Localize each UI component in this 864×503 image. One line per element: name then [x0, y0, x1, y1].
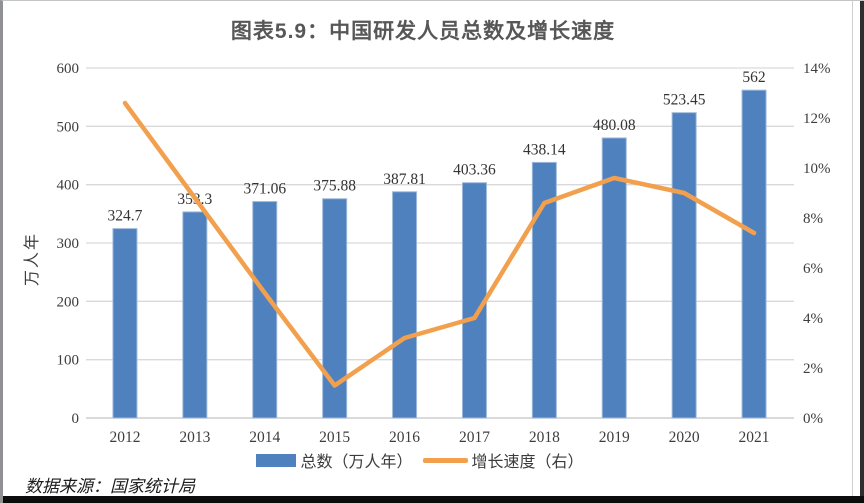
- page-bottom-edge: [3, 496, 864, 503]
- left-axis-tick: 400: [57, 178, 80, 194]
- x-axis-label-2017: 2017: [459, 429, 490, 446]
- bar-2012: [112, 228, 138, 419]
- legend-item-growth: 增长速度（右）: [422, 448, 584, 472]
- bar-2014: [252, 201, 278, 419]
- bar-label-2019: 480.08: [593, 117, 636, 134]
- data-source: 数据来源：国家统计局: [25, 477, 195, 496]
- left-axis-tick: 0: [72, 411, 80, 427]
- left-axis-title: 万人年: [23, 232, 41, 286]
- page-right-edge: [860, 1, 864, 503]
- right-axis-tick: 8%: [803, 211, 823, 227]
- growth-line: [122, 100, 757, 388]
- x-axis-label-2020: 2020: [669, 429, 700, 446]
- chart-title: 图表5.9：中国研发人员总数及增长速度: [230, 20, 616, 43]
- bar-2020: [671, 112, 697, 419]
- legend-bar-swatch: [256, 453, 297, 467]
- right-axis-tick: 2%: [803, 361, 823, 377]
- x-axis-label-2012: 2012: [109, 429, 140, 446]
- legend-item-total: 总数（万人年）: [256, 448, 413, 472]
- legend-label-growth: 增长速度（右）: [471, 454, 584, 471]
- right-axis-tick: 14%: [803, 61, 831, 77]
- right-axis-tick: 12%: [803, 111, 831, 127]
- bar-label-2015: 375.88: [313, 178, 356, 195]
- bar-label-2014: 371.06: [243, 181, 286, 198]
- bar-label-2017: 403.36: [453, 162, 496, 179]
- bar-2016: [392, 191, 418, 419]
- chart-canvas: 0 100 200 300 400 500 600 0% 2% 4% 6% 8% 10% 12% 14% 万人…: [23, 61, 831, 446]
- x-axis-label-2014: 2014: [249, 429, 280, 446]
- left-axis-tick: 500: [57, 119, 80, 135]
- bar-2021: [741, 89, 767, 419]
- left-axis-tick: 200: [57, 294, 80, 310]
- x-axis-label-2021: 2021: [739, 429, 770, 446]
- x-axis-label-2016: 2016: [389, 429, 420, 446]
- bar-label-2018: 438.14: [523, 141, 566, 158]
- bar-label-2021: 562: [742, 69, 765, 86]
- left-axis-tick: 300: [57, 236, 80, 252]
- page-margin-rule: [852, 1, 853, 498]
- right-axis-tick: 6%: [803, 261, 823, 277]
- chart-legend: 总数（万人年） 增长速度（右）: [3, 448, 864, 472]
- legend-label-total: 总数（万人年）: [300, 454, 413, 471]
- legend-line-swatch: [422, 457, 468, 463]
- bar-label-2020: 523.45: [663, 92, 706, 109]
- x-axis-label-2015: 2015: [319, 429, 350, 446]
- left-axis-tick: 600: [57, 61, 80, 77]
- right-axis-tick: 10%: [803, 161, 831, 177]
- right-axis-tick: 4%: [803, 311, 823, 327]
- x-axis-label-2019: 2019: [599, 429, 630, 446]
- bar-2013: [182, 211, 208, 419]
- x-axis-label-2013: 2013: [179, 429, 210, 446]
- bar-label-2012: 324.7: [108, 208, 143, 225]
- right-axis-tick: 0%: [803, 411, 823, 427]
- x-axis-label-2018: 2018: [529, 429, 560, 446]
- left-axis-tick: 100: [57, 353, 80, 369]
- bar-label-2016: 387.81: [383, 171, 426, 188]
- bar-2019: [601, 137, 627, 419]
